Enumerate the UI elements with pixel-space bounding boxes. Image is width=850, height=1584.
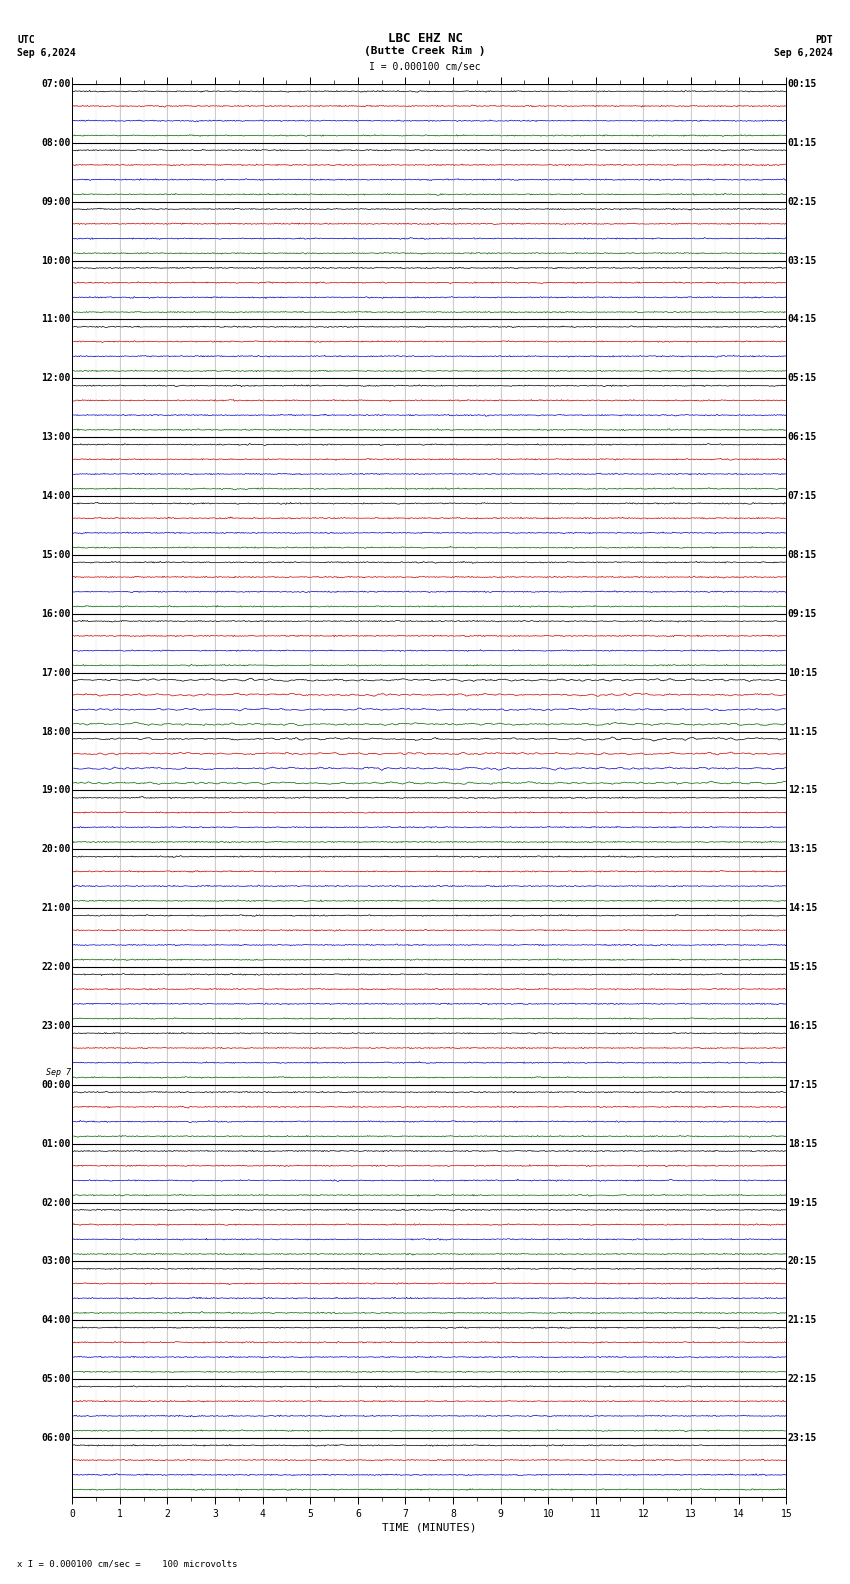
Text: 14:00: 14:00 [42,491,71,501]
X-axis label: TIME (MINUTES): TIME (MINUTES) [382,1522,477,1533]
Text: 08:15: 08:15 [788,550,817,559]
Text: 11:00: 11:00 [42,315,71,325]
Text: 16:00: 16:00 [42,608,71,619]
Text: 01:00: 01:00 [42,1139,71,1148]
Text: 22:00: 22:00 [42,961,71,973]
Text: x I = 0.000100 cm/sec =    100 microvolts: x I = 0.000100 cm/sec = 100 microvolts [17,1559,237,1568]
Text: 02:15: 02:15 [788,196,817,206]
Text: 12:15: 12:15 [788,786,817,795]
Text: 22:15: 22:15 [788,1375,817,1384]
Text: 00:00: 00:00 [42,1080,71,1090]
Text: 20:15: 20:15 [788,1256,817,1266]
Text: 05:00: 05:00 [42,1375,71,1384]
Text: Sep 6,2024: Sep 6,2024 [774,48,833,57]
Text: 06:00: 06:00 [42,1434,71,1443]
Text: 11:15: 11:15 [788,727,817,737]
Text: 18:15: 18:15 [788,1139,817,1148]
Text: 14:15: 14:15 [788,903,817,912]
Text: 13:00: 13:00 [42,432,71,442]
Text: Sep 7: Sep 7 [46,1069,71,1077]
Text: 04:00: 04:00 [42,1315,71,1326]
Text: 16:15: 16:15 [788,1022,817,1031]
Text: 17:00: 17:00 [42,668,71,678]
Text: 19:15: 19:15 [788,1198,817,1207]
Text: UTC: UTC [17,35,35,44]
Text: (Butte Creek Rim ): (Butte Creek Rim ) [365,46,485,55]
Text: 12:00: 12:00 [42,374,71,383]
Text: 02:00: 02:00 [42,1198,71,1207]
Text: 07:00: 07:00 [42,79,71,89]
Text: 23:00: 23:00 [42,1022,71,1031]
Text: 21:00: 21:00 [42,903,71,912]
Text: 18:00: 18:00 [42,727,71,737]
Text: 09:15: 09:15 [788,608,817,619]
Text: 01:15: 01:15 [788,138,817,147]
Text: 13:15: 13:15 [788,844,817,854]
Text: 07:15: 07:15 [788,491,817,501]
Text: 03:15: 03:15 [788,255,817,266]
Text: 00:15: 00:15 [788,79,817,89]
Text: I = 0.000100 cm/sec: I = 0.000100 cm/sec [369,62,481,71]
Text: 21:15: 21:15 [788,1315,817,1326]
Text: 15:15: 15:15 [788,961,817,973]
Text: 06:15: 06:15 [788,432,817,442]
Text: 20:00: 20:00 [42,844,71,854]
Text: 23:15: 23:15 [788,1434,817,1443]
Text: 09:00: 09:00 [42,196,71,206]
Text: 19:00: 19:00 [42,786,71,795]
Text: PDT: PDT [815,35,833,44]
Text: 03:00: 03:00 [42,1256,71,1266]
Text: 05:15: 05:15 [788,374,817,383]
Text: 04:15: 04:15 [788,315,817,325]
Text: 08:00: 08:00 [42,138,71,147]
Text: 10:00: 10:00 [42,255,71,266]
Text: 17:15: 17:15 [788,1080,817,1090]
Text: 10:15: 10:15 [788,668,817,678]
Text: 15:00: 15:00 [42,550,71,559]
Text: Sep 6,2024: Sep 6,2024 [17,48,76,57]
Text: LBC EHZ NC: LBC EHZ NC [388,32,462,44]
